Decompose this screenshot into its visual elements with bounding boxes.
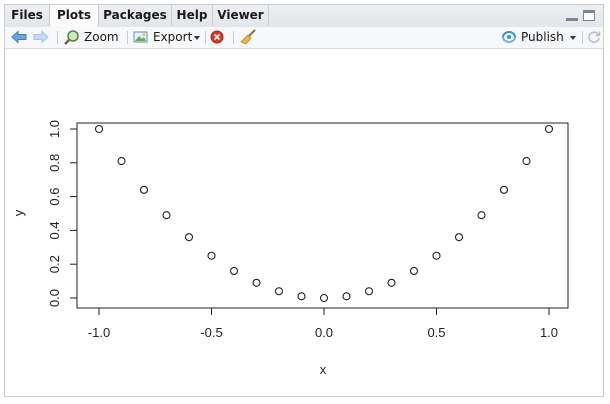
data-point	[117, 157, 126, 166]
data-point	[297, 292, 306, 301]
data-point	[432, 251, 441, 260]
toolbar-separator	[205, 31, 206, 44]
image-export-icon	[133, 31, 148, 43]
chevron-down-icon	[570, 36, 576, 40]
tab-plots[interactable]: Plots	[50, 5, 99, 27]
data-point	[522, 157, 531, 166]
data-point	[274, 287, 284, 296]
x-tick-label: -1.0	[88, 325, 110, 340]
refresh-button[interactable]	[587, 27, 601, 48]
tab-packages[interactable]: Packages	[99, 5, 172, 26]
publish-button[interactable]: Publish	[501, 27, 577, 48]
data-point	[387, 278, 396, 287]
data-point	[207, 251, 216, 260]
data-point	[364, 287, 374, 296]
data-point	[477, 211, 486, 220]
forward-button[interactable]	[33, 27, 51, 48]
x-tick-label: 1.0	[540, 325, 558, 340]
data-point	[544, 124, 554, 134]
data-point	[499, 185, 509, 194]
data-point	[319, 293, 329, 303]
toolbar-separator	[127, 31, 128, 44]
y-axis-label: y	[11, 209, 26, 216]
x-tick-label: -0.5	[200, 325, 222, 340]
y-tick-label: 1.0	[47, 120, 62, 138]
y-tick-label: 0.4	[47, 221, 62, 239]
data-point	[184, 233, 194, 242]
x-tick-label: 0.5	[427, 325, 445, 340]
data-point	[252, 278, 261, 287]
x-tick-label: 0.0	[315, 325, 333, 340]
y-tick-label: 0.0	[47, 289, 62, 307]
y-tick-label: 0.6	[47, 188, 62, 206]
data-point	[94, 124, 104, 134]
maximize-icon[interactable]	[583, 10, 595, 21]
tab-viewer[interactable]: Viewer	[213, 5, 269, 26]
pane-tab-bar: Files Plots Packages Help Viewer	[5, 5, 603, 28]
arrow-right-icon	[33, 30, 49, 44]
data-point	[342, 292, 351, 301]
clear-all-plots-button[interactable]	[240, 27, 256, 48]
arrow-left-icon	[11, 30, 27, 44]
export-button[interactable]: Export	[133, 27, 201, 48]
plot-viewer: -1.0 -0.5 0.0 0.5 1.0 0.0 0.2 0.4 0.6 0.8 1.0 x y	[5, 49, 603, 396]
toolbar-separator	[57, 31, 58, 44]
minimize-icon[interactable]	[566, 10, 578, 21]
plots-pane: Files Plots Packages Help Viewer Zoom	[4, 4, 604, 397]
broom-icon	[240, 29, 256, 45]
data-point	[139, 185, 149, 194]
chevron-down-icon	[194, 36, 200, 40]
y-tick-label: 0.2	[47, 255, 62, 273]
back-button[interactable]	[11, 27, 29, 48]
plots-toolbar: Zoom Export	[5, 27, 603, 49]
y-tick-label: 0.8	[47, 154, 62, 172]
refresh-icon	[588, 31, 601, 44]
data-point	[229, 266, 239, 276]
zoom-button[interactable]: Zoom	[64, 27, 120, 48]
tab-help[interactable]: Help	[172, 5, 213, 26]
tab-files[interactable]: Files	[5, 5, 50, 26]
magnifier-icon	[64, 30, 79, 45]
remove-plot-button[interactable]	[210, 27, 226, 48]
toolbar-separator	[233, 31, 234, 44]
publish-label: Publish	[521, 30, 564, 44]
publish-icon	[502, 31, 516, 43]
data-point	[454, 233, 464, 242]
remove-plot-icon	[210, 30, 224, 44]
x-axis-label: x	[320, 362, 327, 377]
data-point	[162, 211, 171, 220]
toolbar-separator	[582, 31, 583, 44]
data-point	[409, 266, 419, 276]
plot-box	[76, 122, 569, 309]
export-label: Export	[153, 30, 193, 44]
zoom-label: Zoom	[84, 30, 119, 44]
